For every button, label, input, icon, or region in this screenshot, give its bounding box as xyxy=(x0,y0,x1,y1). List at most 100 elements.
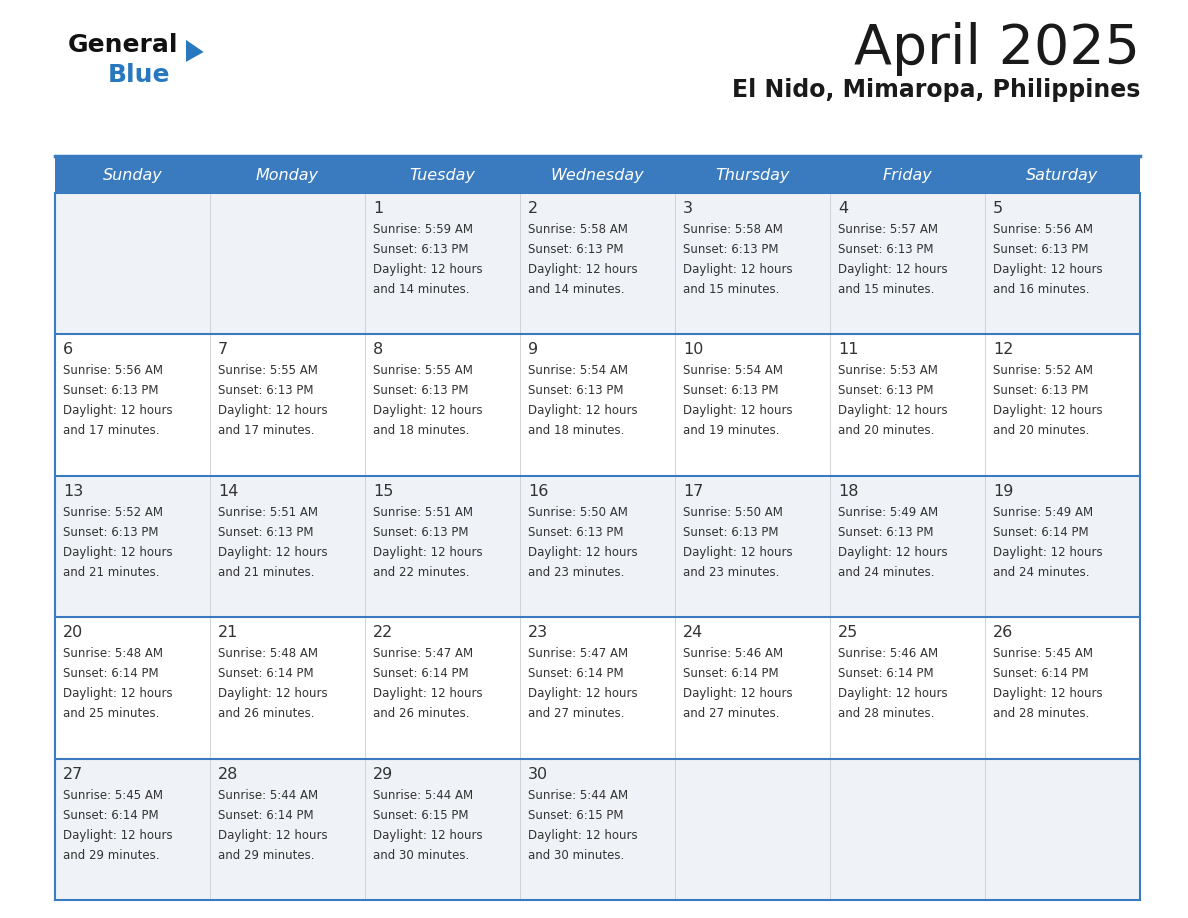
Text: 22: 22 xyxy=(373,625,393,640)
Text: Daylight: 12 hours: Daylight: 12 hours xyxy=(373,688,482,700)
Text: Daylight: 12 hours: Daylight: 12 hours xyxy=(63,688,172,700)
Bar xyxy=(55,617,1140,758)
Text: Sunrise: 5:58 AM: Sunrise: 5:58 AM xyxy=(683,223,783,236)
Text: Sunrise: 5:56 AM: Sunrise: 5:56 AM xyxy=(993,223,1093,236)
Text: Sunrise: 5:55 AM: Sunrise: 5:55 AM xyxy=(219,364,318,377)
Text: Sunset: 6:13 PM: Sunset: 6:13 PM xyxy=(993,243,1088,256)
Text: El Nido, Mimaropa, Philippines: El Nido, Mimaropa, Philippines xyxy=(732,78,1140,102)
Text: 1: 1 xyxy=(373,201,384,216)
Text: and 15 minutes.: and 15 minutes. xyxy=(838,283,935,296)
Text: 20: 20 xyxy=(63,625,83,640)
Text: April 2025: April 2025 xyxy=(854,22,1140,76)
Text: Sunrise: 5:48 AM: Sunrise: 5:48 AM xyxy=(63,647,163,660)
Text: Sunset: 6:13 PM: Sunset: 6:13 PM xyxy=(527,385,624,397)
Text: and 27 minutes.: and 27 minutes. xyxy=(527,707,625,721)
Text: 10: 10 xyxy=(683,342,703,357)
Text: and 29 minutes.: and 29 minutes. xyxy=(219,848,315,862)
Text: and 20 minutes.: and 20 minutes. xyxy=(838,424,935,437)
Text: Daylight: 12 hours: Daylight: 12 hours xyxy=(219,405,328,418)
Text: Sunset: 6:13 PM: Sunset: 6:13 PM xyxy=(527,243,624,256)
Text: Sunset: 6:13 PM: Sunset: 6:13 PM xyxy=(63,526,158,539)
Text: Sunrise: 5:51 AM: Sunrise: 5:51 AM xyxy=(373,506,473,519)
Text: Daylight: 12 hours: Daylight: 12 hours xyxy=(683,546,792,559)
Text: 11: 11 xyxy=(838,342,859,357)
Text: and 18 minutes.: and 18 minutes. xyxy=(373,424,469,437)
Text: Sunrise: 5:46 AM: Sunrise: 5:46 AM xyxy=(683,647,783,660)
Text: and 14 minutes.: and 14 minutes. xyxy=(527,283,625,296)
Text: 2: 2 xyxy=(527,201,538,216)
Text: Sunset: 6:13 PM: Sunset: 6:13 PM xyxy=(838,385,934,397)
Text: Daylight: 12 hours: Daylight: 12 hours xyxy=(63,405,172,418)
Text: Sunset: 6:15 PM: Sunset: 6:15 PM xyxy=(527,809,624,822)
Text: and 19 minutes.: and 19 minutes. xyxy=(683,424,779,437)
Text: Sunset: 6:14 PM: Sunset: 6:14 PM xyxy=(527,667,624,680)
Text: Daylight: 12 hours: Daylight: 12 hours xyxy=(373,405,482,418)
Text: and 23 minutes.: and 23 minutes. xyxy=(683,565,779,579)
Text: Daylight: 12 hours: Daylight: 12 hours xyxy=(373,263,482,276)
Text: Daylight: 12 hours: Daylight: 12 hours xyxy=(527,688,638,700)
Text: and 17 minutes.: and 17 minutes. xyxy=(63,424,159,437)
Text: and 14 minutes.: and 14 minutes. xyxy=(373,283,469,296)
Text: and 17 minutes.: and 17 minutes. xyxy=(219,424,315,437)
Text: 25: 25 xyxy=(838,625,858,640)
Text: and 24 minutes.: and 24 minutes. xyxy=(838,565,935,579)
Text: 8: 8 xyxy=(373,342,384,357)
Text: Daylight: 12 hours: Daylight: 12 hours xyxy=(373,829,482,842)
Text: Sunset: 6:14 PM: Sunset: 6:14 PM xyxy=(373,667,468,680)
Text: Daylight: 12 hours: Daylight: 12 hours xyxy=(838,546,948,559)
Text: and 21 minutes.: and 21 minutes. xyxy=(219,565,315,579)
Text: Sunset: 6:13 PM: Sunset: 6:13 PM xyxy=(838,243,934,256)
Text: Daylight: 12 hours: Daylight: 12 hours xyxy=(993,405,1102,418)
Text: Sunrise: 5:44 AM: Sunrise: 5:44 AM xyxy=(219,789,318,801)
Text: Sunset: 6:13 PM: Sunset: 6:13 PM xyxy=(993,385,1088,397)
Text: Sunrise: 5:47 AM: Sunrise: 5:47 AM xyxy=(527,647,628,660)
Text: 30: 30 xyxy=(527,767,548,781)
Text: and 23 minutes.: and 23 minutes. xyxy=(527,565,625,579)
Text: and 29 minutes.: and 29 minutes. xyxy=(63,848,159,862)
Text: Sunday: Sunday xyxy=(102,168,163,183)
Text: Sunrise: 5:52 AM: Sunrise: 5:52 AM xyxy=(993,364,1093,377)
Text: Sunrise: 5:59 AM: Sunrise: 5:59 AM xyxy=(373,223,473,236)
Text: 17: 17 xyxy=(683,484,703,498)
Text: Daylight: 12 hours: Daylight: 12 hours xyxy=(993,688,1102,700)
Text: 6: 6 xyxy=(63,342,74,357)
Text: Sunset: 6:15 PM: Sunset: 6:15 PM xyxy=(373,809,468,822)
Bar xyxy=(55,193,1140,334)
Text: Daylight: 12 hours: Daylight: 12 hours xyxy=(838,405,948,418)
Text: and 18 minutes.: and 18 minutes. xyxy=(527,424,625,437)
Text: General: General xyxy=(68,33,178,57)
Text: Sunrise: 5:56 AM: Sunrise: 5:56 AM xyxy=(63,364,163,377)
Text: Daylight: 12 hours: Daylight: 12 hours xyxy=(527,829,638,842)
Text: Sunrise: 5:44 AM: Sunrise: 5:44 AM xyxy=(373,789,473,801)
Text: and 25 minutes.: and 25 minutes. xyxy=(63,707,159,721)
Text: 4: 4 xyxy=(838,201,848,216)
Text: Sunrise: 5:48 AM: Sunrise: 5:48 AM xyxy=(219,647,318,660)
Text: Sunrise: 5:50 AM: Sunrise: 5:50 AM xyxy=(683,506,783,519)
Text: Friday: Friday xyxy=(883,168,933,183)
Text: Sunrise: 5:55 AM: Sunrise: 5:55 AM xyxy=(373,364,473,377)
Text: and 26 minutes.: and 26 minutes. xyxy=(373,707,469,721)
Text: Sunset: 6:13 PM: Sunset: 6:13 PM xyxy=(683,526,778,539)
Text: Sunset: 6:14 PM: Sunset: 6:14 PM xyxy=(219,667,314,680)
Text: Saturday: Saturday xyxy=(1026,168,1099,183)
Text: Daylight: 12 hours: Daylight: 12 hours xyxy=(527,546,638,559)
Text: Tuesday: Tuesday xyxy=(410,168,475,183)
Bar xyxy=(55,476,1140,617)
Text: 27: 27 xyxy=(63,767,83,781)
Text: Daylight: 12 hours: Daylight: 12 hours xyxy=(993,263,1102,276)
Text: Sunset: 6:14 PM: Sunset: 6:14 PM xyxy=(838,667,934,680)
Text: Sunset: 6:14 PM: Sunset: 6:14 PM xyxy=(683,667,778,680)
Text: Daylight: 12 hours: Daylight: 12 hours xyxy=(219,829,328,842)
Text: Sunset: 6:13 PM: Sunset: 6:13 PM xyxy=(219,526,314,539)
Text: 26: 26 xyxy=(993,625,1013,640)
Text: Sunrise: 5:51 AM: Sunrise: 5:51 AM xyxy=(219,506,318,519)
Text: 18: 18 xyxy=(838,484,859,498)
Bar xyxy=(55,334,1140,476)
Text: Sunset: 6:13 PM: Sunset: 6:13 PM xyxy=(838,526,934,539)
Text: Sunrise: 5:52 AM: Sunrise: 5:52 AM xyxy=(63,506,163,519)
Text: 13: 13 xyxy=(63,484,83,498)
Text: 21: 21 xyxy=(219,625,239,640)
Text: Daylight: 12 hours: Daylight: 12 hours xyxy=(63,546,172,559)
Text: Sunrise: 5:54 AM: Sunrise: 5:54 AM xyxy=(683,364,783,377)
Text: Sunrise: 5:58 AM: Sunrise: 5:58 AM xyxy=(527,223,628,236)
